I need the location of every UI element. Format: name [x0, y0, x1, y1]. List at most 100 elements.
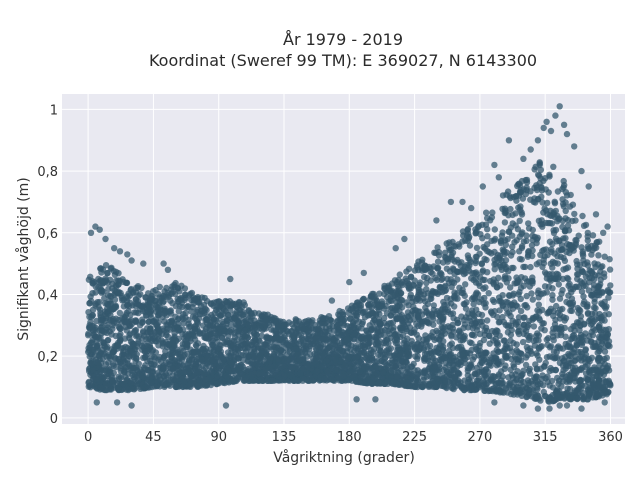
data-point [85, 383, 93, 390]
data-point [505, 212, 512, 219]
data-point [503, 191, 510, 198]
data-point [494, 313, 501, 321]
data-point [316, 320, 323, 327]
data-point [128, 285, 135, 293]
data-point [545, 308, 553, 315]
data-point [124, 360, 131, 367]
data-point [527, 188, 534, 195]
data-point [449, 344, 457, 352]
data-point [457, 337, 464, 344]
data-point [595, 252, 602, 259]
data-point [449, 265, 457, 272]
data-point [447, 324, 454, 331]
data-point [584, 237, 591, 244]
data-point [392, 313, 399, 321]
data-point [187, 373, 194, 380]
data-point [182, 291, 189, 298]
data-point [522, 190, 529, 198]
data-point [404, 347, 412, 355]
data-point [507, 284, 514, 291]
data-point [510, 339, 517, 347]
data-point [116, 332, 123, 340]
data-point [465, 264, 472, 272]
data-point [191, 328, 199, 335]
data-point [124, 317, 131, 324]
data-point [232, 350, 239, 357]
data-point [108, 264, 115, 271]
data-point [433, 327, 440, 334]
data-point [411, 326, 418, 333]
data-point [481, 245, 489, 252]
data-point [505, 228, 513, 235]
data-point [555, 281, 562, 288]
data-point [173, 346, 181, 353]
data-point [546, 238, 554, 245]
data-point [595, 323, 602, 330]
data-point [203, 316, 210, 323]
data-point [384, 378, 391, 385]
data-point [126, 292, 133, 299]
data-point [605, 341, 612, 349]
data-point [112, 363, 120, 371]
data-point [568, 295, 576, 302]
data-point [501, 275, 508, 283]
data-point [433, 310, 440, 318]
data-point [584, 310, 592, 318]
data-point [106, 328, 113, 335]
data-point [527, 263, 534, 271]
data-point [479, 267, 487, 274]
data-point [472, 370, 479, 378]
data-point [575, 232, 582, 239]
data-point [582, 221, 590, 229]
data-point [361, 344, 369, 351]
data-point [124, 301, 131, 308]
data-point [371, 293, 378, 300]
data-point [504, 329, 512, 336]
data-point [151, 383, 158, 390]
data-point [591, 343, 598, 351]
data-point [507, 252, 515, 259]
data-point [585, 287, 592, 294]
data-point [403, 364, 411, 371]
data-point [210, 316, 218, 323]
data-point [605, 311, 612, 318]
data-point [582, 347, 589, 354]
data-point [326, 338, 333, 345]
data-point [570, 375, 577, 382]
data-point [163, 284, 170, 292]
data-point [515, 327, 523, 334]
data-point [415, 378, 422, 386]
data-point [302, 318, 310, 325]
data-point [575, 309, 582, 316]
data-point [468, 340, 475, 347]
data-point [145, 290, 152, 297]
data-point [415, 289, 422, 296]
data-point [488, 237, 495, 245]
data-point [398, 326, 406, 334]
data-point [434, 375, 441, 382]
data-point [214, 338, 221, 346]
data-point [579, 339, 586, 346]
data-point [370, 375, 377, 382]
data-point [115, 270, 122, 277]
data-point [251, 333, 258, 340]
data-point [604, 287, 612, 294]
data-point [471, 386, 478, 394]
data-point [593, 244, 600, 251]
data-point [560, 184, 567, 191]
data-point [148, 373, 155, 380]
data-point [464, 372, 471, 379]
data-point [144, 328, 152, 336]
data-point [396, 271, 403, 278]
data-point [135, 338, 142, 345]
data-point [590, 276, 598, 283]
data-point [510, 361, 517, 368]
data-point [393, 298, 400, 306]
data-point [338, 364, 345, 372]
data-point [551, 250, 558, 257]
data-point [485, 290, 492, 297]
data-point [313, 360, 320, 368]
data-point [321, 334, 328, 341]
data-point [376, 290, 383, 297]
data-point [520, 367, 527, 374]
